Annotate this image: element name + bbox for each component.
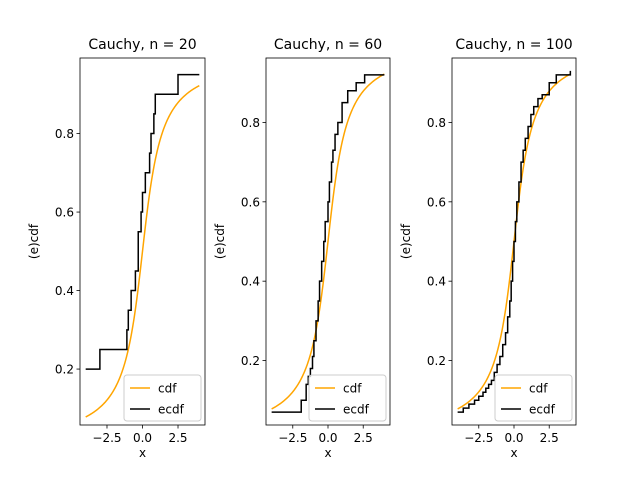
y-tick-label: 0.2	[241, 354, 260, 368]
ecdf-line	[85, 73, 200, 370]
x-tick-label: −2.5	[278, 431, 307, 445]
x-tick-label: −2.5	[92, 431, 121, 445]
legend: cdf ecdf	[308, 374, 387, 422]
cdf-line	[271, 73, 385, 410]
y-tick-label: 0.8	[427, 116, 446, 130]
x-tick-label: −2.5	[464, 431, 493, 445]
legend: cdf ecdf	[494, 374, 573, 422]
y-axis-label: (e)cdf	[213, 223, 227, 259]
legend-label-cdf: cdf	[343, 382, 362, 396]
x-tick-label: 0.0	[504, 431, 523, 445]
subplot-title: Cauchy, n = 100	[455, 37, 572, 53]
legend-label-ecdf: ecdf	[529, 403, 556, 417]
y-tick-label: 0.8	[241, 116, 260, 130]
subplot-title: Cauchy, n = 20	[88, 37, 196, 53]
x-axis-label: x	[139, 446, 146, 460]
subplot-3: −2.5 0.0 2.5 0.2 0.4 0.6 0.8 Cauchy, n = 100 x (e…	[399, 37, 577, 460]
y-axis-label: (e)cdf	[27, 223, 41, 259]
legend-label-cdf: cdf	[529, 382, 548, 396]
x-tick-label: 2.5	[354, 431, 373, 445]
legend: cdf ecdf	[123, 374, 202, 422]
y-tick-label: 0.2	[427, 354, 446, 368]
subplot-1: −2.5 0.0 2.5 0.2 0.4 0.6 0.8 Cauchy, n = 20 x (e)…	[27, 37, 206, 460]
subplot-2: −2.5 0.0 2.5 0.2 0.4 0.6 0.8 Cauchy, n = 60 x (e)…	[213, 37, 391, 460]
legend-label-ecdf: ecdf	[343, 403, 370, 417]
y-axis-label: (e)cdf	[399, 223, 413, 259]
y-tick-label: 0.2	[55, 363, 74, 377]
ecdf-line	[457, 70, 572, 413]
y-tick-label: 0.6	[427, 195, 446, 209]
y-tick-label: 0.6	[241, 195, 260, 209]
ecdf-line	[271, 74, 385, 413]
x-axis-label: x	[324, 446, 331, 460]
y-tick-label: 0.4	[427, 275, 446, 289]
legend-label-cdf: cdf	[158, 382, 177, 396]
x-tick-label: 2.5	[168, 431, 187, 445]
x-tick-label: 2.5	[540, 431, 559, 445]
y-tick-label: 0.4	[55, 284, 74, 298]
subplot-title: Cauchy, n = 60	[274, 37, 382, 53]
x-tick-label: 0.0	[133, 431, 152, 445]
y-tick-label: 0.8	[55, 127, 74, 141]
cdf-line	[85, 84, 200, 418]
x-tick-label: 0.0	[318, 431, 337, 445]
x-axis-label: x	[510, 446, 517, 460]
y-tick-label: 0.4	[241, 275, 260, 289]
legend-label-ecdf: ecdf	[158, 403, 185, 417]
y-tick-label: 0.6	[55, 206, 74, 220]
